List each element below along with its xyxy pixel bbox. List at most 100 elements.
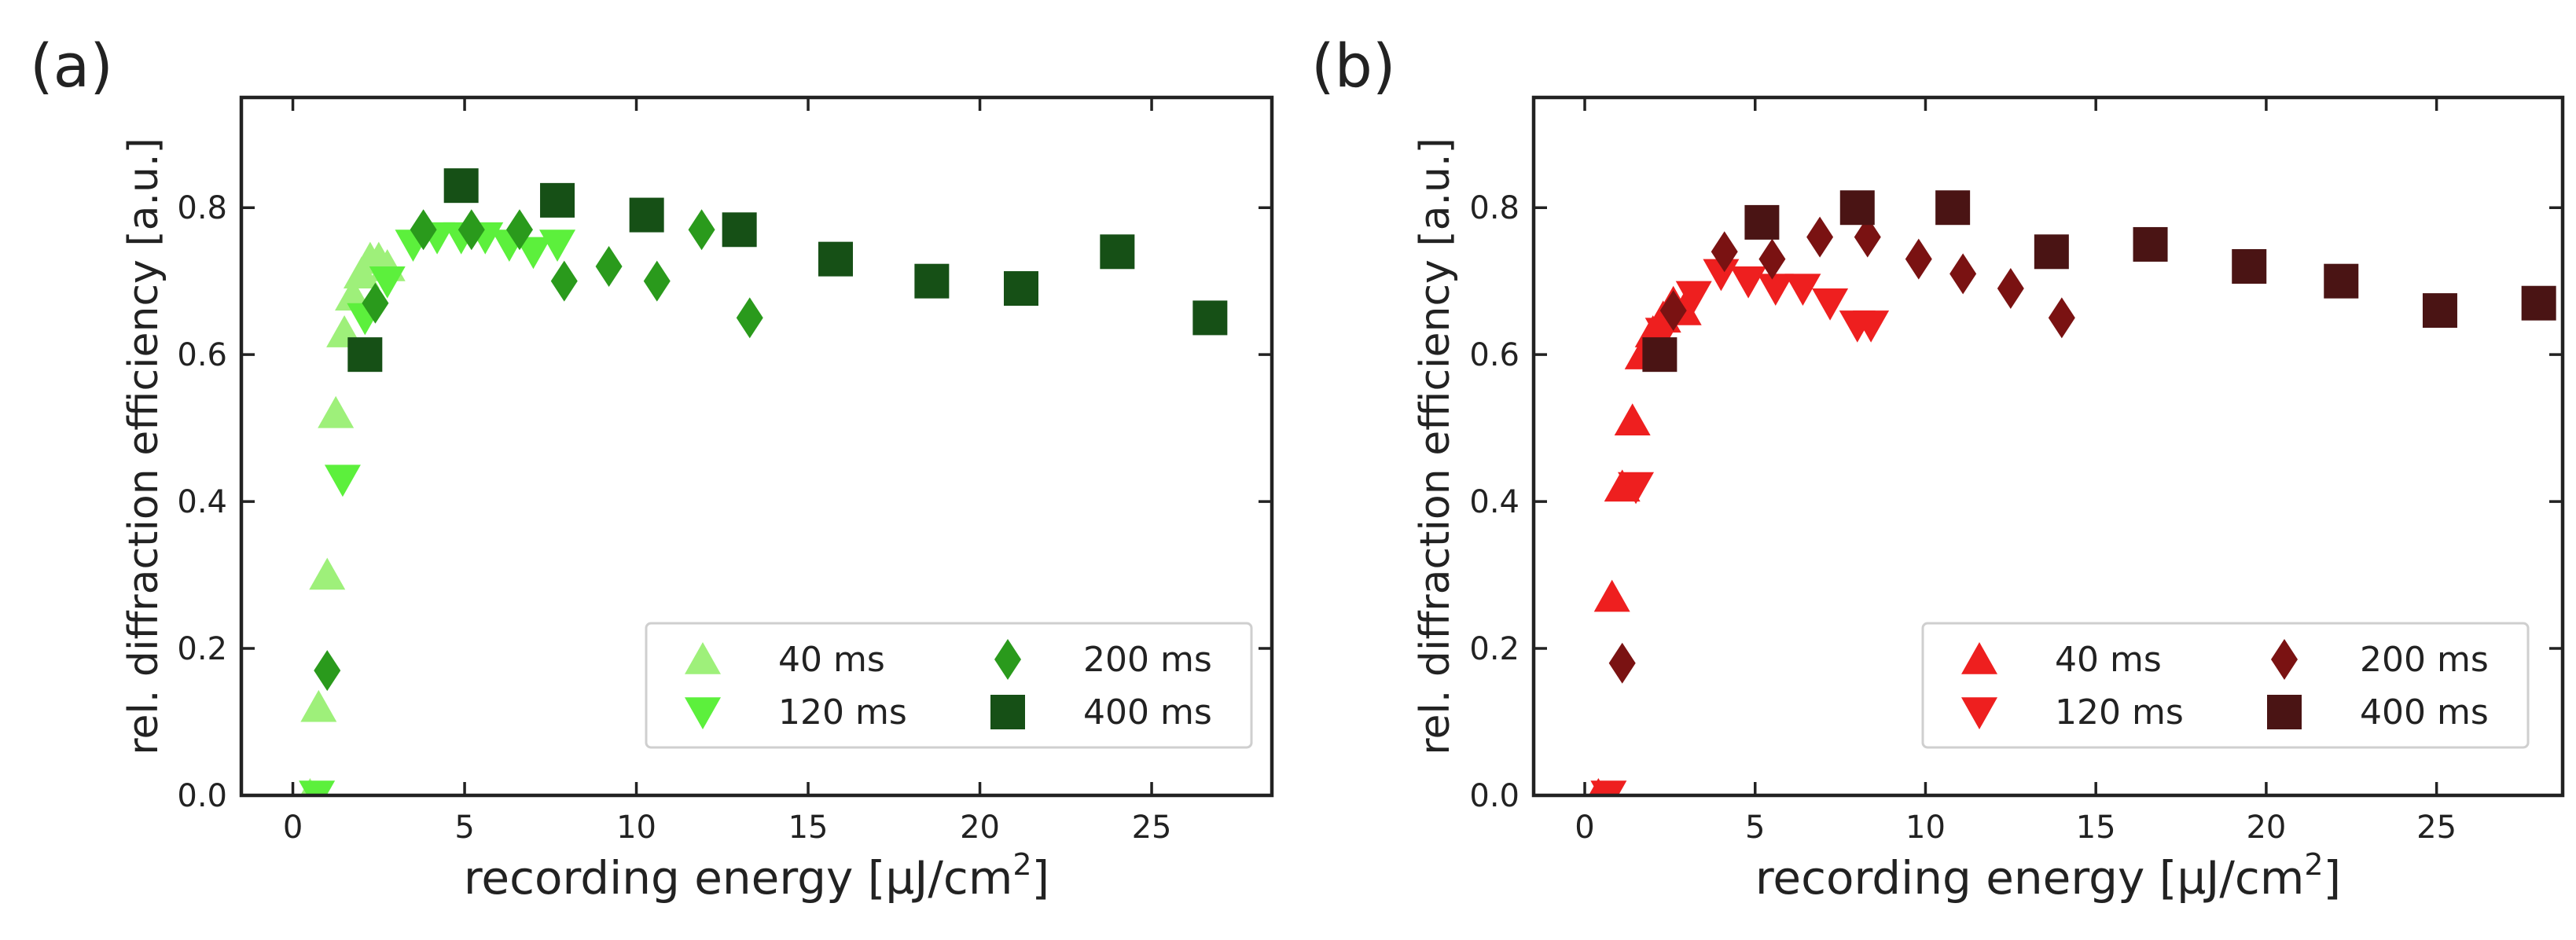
data-point (1758, 238, 1786, 280)
series-120-ms (299, 222, 576, 795)
series-40-ms (1588, 285, 1702, 795)
x-tick-label: 20 (960, 810, 1000, 846)
data-point (1730, 266, 1767, 299)
panel-label: (b) (1311, 31, 1396, 101)
legend-marker (994, 639, 1021, 680)
series-400-ms (347, 168, 1228, 373)
data-markers (299, 168, 1228, 795)
legend-marker (2267, 695, 2302, 729)
legend-marker (1961, 642, 1997, 674)
data-point (736, 297, 763, 339)
legend-entry: 120 ms (685, 692, 907, 733)
legend-label: 120 ms (2055, 692, 2184, 733)
legend-entry: 120 ms (1961, 692, 2184, 733)
data-point (1806, 216, 1834, 258)
axes-frame (1531, 95, 2565, 798)
data-point (1711, 231, 1738, 273)
x-tick-label: 25 (2416, 810, 2457, 846)
x-tick-label: 0 (283, 810, 303, 846)
legend-entry: 200 ms (994, 639, 1212, 680)
legend-label: 200 ms (2360, 640, 2489, 680)
legend-marker (685, 697, 721, 729)
series-120-ms (1590, 259, 1890, 795)
data-point (1192, 300, 1228, 336)
x-tick-label: 0 (1575, 810, 1594, 846)
data-point (595, 245, 623, 287)
data-point (688, 209, 715, 251)
legend-box (645, 622, 1253, 749)
y-tick-label: 0.6 (177, 337, 227, 373)
legend-label: 40 ms (778, 640, 885, 680)
data-point (1675, 281, 1712, 314)
legend-label: 400 ms (1083, 692, 1212, 733)
series-40-ms (299, 241, 406, 795)
data-point (443, 168, 479, 204)
data-point (2133, 226, 2168, 262)
data-point (1618, 472, 1655, 505)
data-point (818, 241, 854, 277)
y-tick-label: 0.6 (1469, 337, 1520, 373)
data-point (722, 212, 757, 248)
legend-label: 200 ms (1083, 640, 1212, 680)
data-point (347, 337, 383, 373)
legend-label: 400 ms (2360, 692, 2489, 733)
data-point (629, 197, 664, 233)
data-point (1853, 310, 1890, 343)
legend-marker (1961, 697, 1997, 729)
data-point (2422, 293, 2457, 329)
x-tick-label: 5 (1745, 810, 1765, 846)
data-point (550, 260, 578, 302)
x-axis-label-sup: 2 (2304, 847, 2323, 882)
y-tick-label: 0.2 (1469, 631, 1520, 667)
legend-entry: 400 ms (990, 692, 1212, 733)
data-point (369, 266, 406, 299)
y-tick-label: 0.4 (1469, 484, 1520, 520)
series-200-ms (1608, 216, 2075, 684)
data-point (1593, 579, 1630, 612)
data-point (1642, 337, 1678, 373)
y-tick-label: 0.0 (177, 778, 227, 814)
x-axis-label: recording energy [µJ/cm2] (464, 847, 1049, 905)
legend-entry: 400 ms (2267, 692, 2489, 733)
series-400-ms (1642, 190, 2556, 373)
legend-label: 120 ms (778, 692, 907, 733)
x-axis-label-sup: 2 (1012, 847, 1031, 882)
y-tick-label: 0.8 (1469, 190, 1520, 226)
legend-box (1921, 622, 2530, 749)
data-point (335, 278, 372, 311)
x-tick-label: 15 (2076, 810, 2116, 846)
data-point (515, 237, 552, 270)
x-tick-label: 5 (454, 810, 474, 846)
data-point (505, 209, 533, 251)
data-point (324, 464, 361, 498)
y-tick-label: 0.8 (177, 190, 227, 226)
data-markers (1588, 190, 2556, 795)
legend-label: 40 ms (2055, 640, 2162, 680)
panel-a: (a) 0 5 10 15 20 25 0.0 0.2 0.4 0.6 0.8 recording en… (30, 31, 1274, 905)
legend: 40 ms 120 ms 200 ms 400 ms (645, 622, 1253, 749)
data-point (539, 229, 576, 262)
data-point (1100, 234, 1135, 270)
data-point (362, 282, 389, 324)
data-point (1744, 204, 1780, 240)
x-tick-label: 25 (1132, 810, 1172, 846)
x-axis-label-close: ] (1032, 851, 1050, 905)
data-point (1784, 274, 1821, 307)
y-tick-label: 0.0 (1469, 778, 1520, 814)
data-point (1949, 253, 1977, 295)
data-point (1905, 238, 1932, 280)
data-point (299, 780, 336, 795)
x-tick-label: 10 (616, 810, 656, 846)
data-point (643, 260, 671, 302)
data-point (1854, 216, 1881, 258)
x-axis-label: recording energy [µJ/cm2] (1755, 847, 2341, 905)
data-point (458, 209, 485, 251)
legend-entry: 40 ms (1961, 640, 2162, 680)
data-point (1608, 642, 1636, 684)
data-point (1590, 780, 1627, 795)
data-point (2048, 297, 2075, 339)
legend: 40 ms 120 ms 200 ms 400 ms (1921, 622, 2530, 749)
data-point (2521, 285, 2556, 321)
data-point (318, 395, 355, 428)
